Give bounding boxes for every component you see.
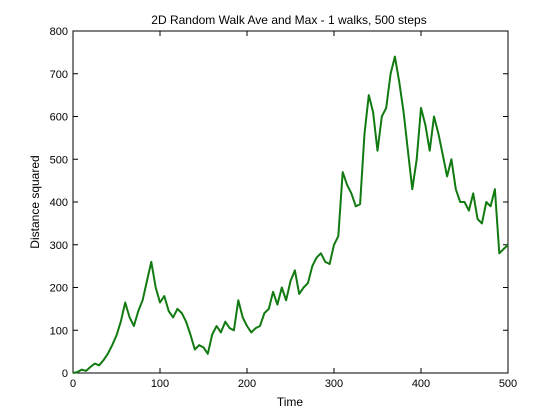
x-axis-title: Time <box>277 395 304 409</box>
y-tick-label: 0 <box>62 368 68 380</box>
y-tick-label: 400 <box>50 197 68 209</box>
x-tick-label: 100 <box>151 378 169 390</box>
y-tick-label: 300 <box>50 240 68 252</box>
y-tick-label: 700 <box>50 69 68 81</box>
x-tick-label: 0 <box>70 378 76 390</box>
y-axis-title: Distance squared <box>28 155 42 248</box>
series-line <box>72 55 509 374</box>
chart-title: 2D Random Walk Ave and Max - 1 walks, 50… <box>151 13 426 27</box>
y-tick-label: 800 <box>50 26 68 38</box>
x-axis: 0 100 200 300 400 500 <box>70 31 517 390</box>
y-tick-label: 500 <box>50 154 68 166</box>
y-tick-label: 200 <box>50 283 68 295</box>
y-axis: 0 100 200 300 400 500 600 700 800 <box>50 26 508 380</box>
plot-area <box>72 30 509 374</box>
x-tick-label: 400 <box>412 378 430 390</box>
x-tick-label: 500 <box>499 378 517 390</box>
x-tick-label: 300 <box>325 378 343 390</box>
x-tick-label: 200 <box>238 378 256 390</box>
y-tick-label: 600 <box>50 112 68 124</box>
y-tick-label: 100 <box>50 325 68 337</box>
